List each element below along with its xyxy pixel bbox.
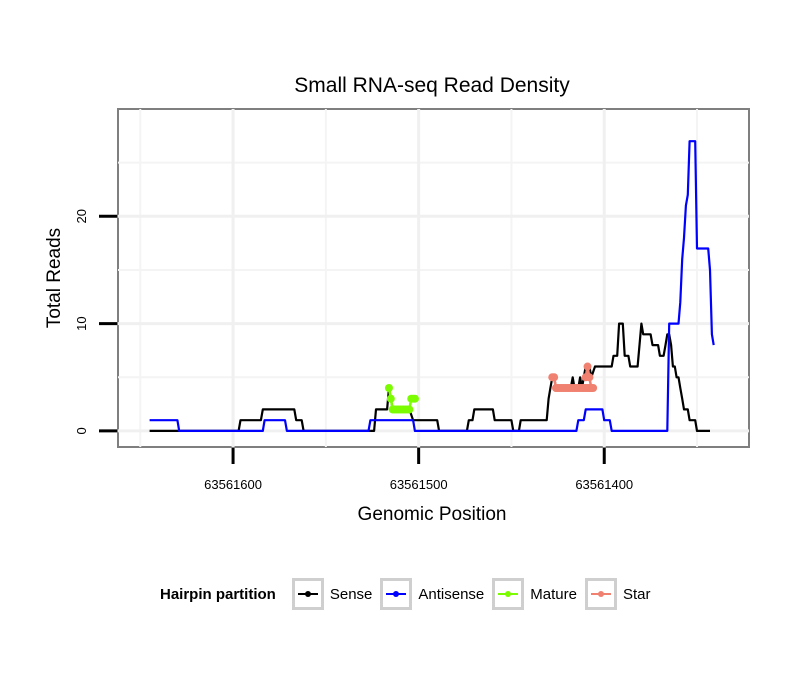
series-point-mature — [410, 394, 419, 403]
x-tick-label: 63561400 — [575, 477, 633, 492]
series-line-star — [584, 365, 593, 389]
y-tick-label: 0 — [74, 427, 89, 434]
chart-title: Small RNA-seq Read Density — [294, 74, 570, 97]
y-axis-label: Total Reads — [44, 228, 65, 328]
x-axis-label: Genomic Position — [358, 504, 507, 525]
plot-panel — [117, 108, 750, 448]
series-line-antisense — [149, 140, 715, 432]
legend-item-antisense: Antisense — [380, 578, 484, 610]
legend-item-mature: Mature — [492, 578, 577, 610]
legend: Hairpin partition Sense Antisense Mature… — [160, 578, 650, 610]
legend-item-star: Star — [584, 578, 651, 610]
series-point-star — [583, 362, 592, 371]
legend-key-sense — [291, 578, 324, 610]
y-tick-label: 20 — [74, 209, 89, 223]
legend-label-star: Star — [622, 585, 651, 603]
legend-item-sense: Sense — [291, 578, 373, 610]
series-point-star — [585, 373, 594, 382]
series-point-star — [550, 373, 559, 382]
series-point-star — [587, 383, 596, 392]
legend-key-antisense — [380, 578, 413, 610]
y-tick-label: 10 — [74, 316, 89, 330]
legend-key-mature — [492, 578, 525, 610]
legend-label-mature: Mature — [530, 585, 577, 603]
series-point-mature — [386, 394, 395, 403]
axis-layer: 63561600 63561500 63561400 0 10 20 — [74, 209, 633, 492]
series-point-mature — [405, 405, 414, 414]
legend-label-antisense: Antisense — [418, 585, 485, 603]
legend-title: Hairpin partition — [160, 585, 276, 603]
series-point-mature — [384, 383, 393, 392]
x-tick-label: 63561500 — [390, 477, 448, 492]
legend-key-star — [584, 578, 617, 610]
x-tick-label: 63561600 — [204, 477, 262, 492]
series-layer — [149, 140, 715, 432]
legend-label-sense: Sense — [329, 585, 373, 603]
